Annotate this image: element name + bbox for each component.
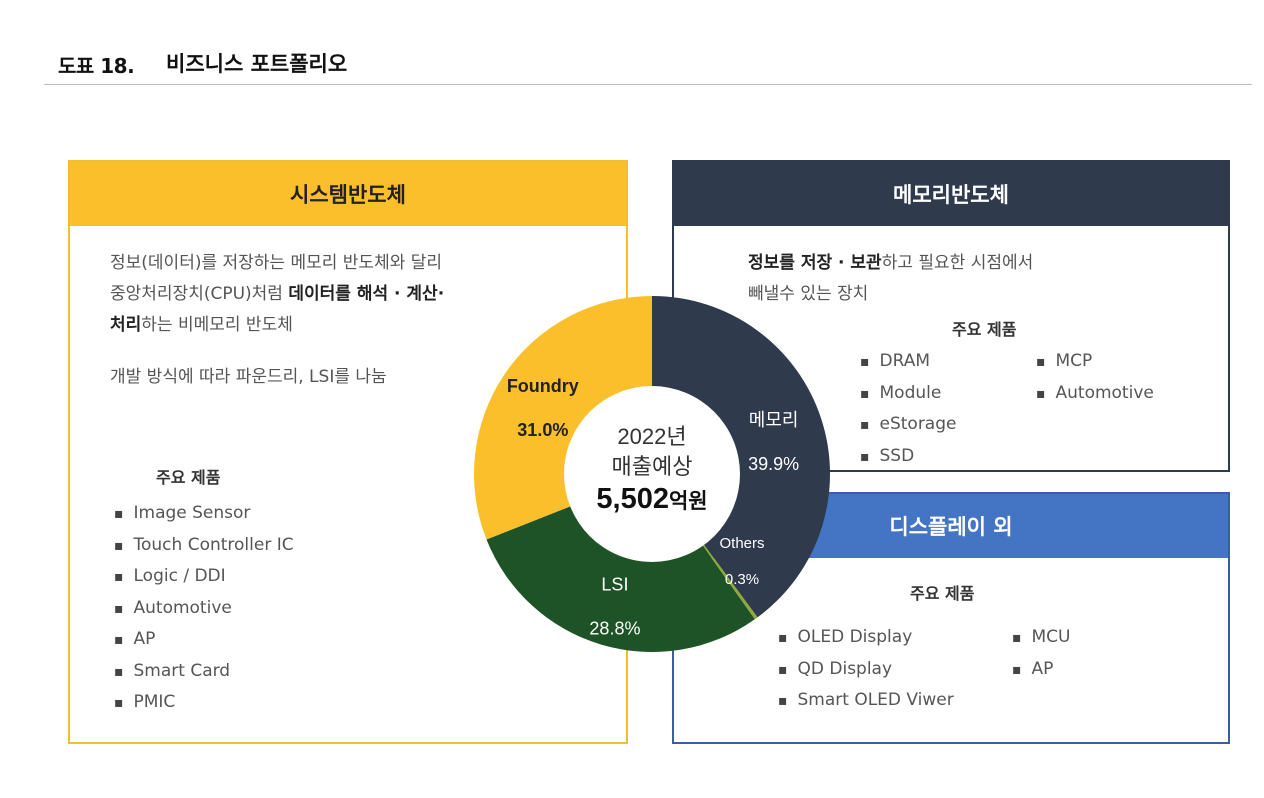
product-item: MCP bbox=[1036, 346, 1154, 378]
system-desc-text: 하는 비메모리 반도체 bbox=[141, 315, 293, 335]
system-products-list: Image Sensor Touch Controller IC Logic /… bbox=[114, 498, 294, 719]
product-item: Smart Card bbox=[114, 656, 294, 688]
display-products-list-right: MCU AP bbox=[1012, 622, 1071, 686]
slice-category-label: LSI bbox=[601, 575, 628, 595]
donut-slices bbox=[474, 296, 830, 652]
product-item: Module bbox=[860, 378, 956, 410]
memory-desc-line: 빼낼수 있는 장치 bbox=[748, 284, 869, 304]
display-products-list-left: OLED Display QD Display Smart OLED Viwer bbox=[778, 622, 954, 717]
slice-value-label: 0.3% bbox=[725, 571, 759, 588]
revenue-donut-chart: 메모리 39.9% Others 0.3% LSI 28.8% Foundry 31.0% 2… bbox=[474, 296, 830, 652]
memory-desc-line: 정보를 저장 · 보관하고 필요한 시점에서 bbox=[748, 248, 1033, 279]
product-item: MCU bbox=[1012, 622, 1071, 654]
memory-desc-bold: 정보를 저장 · 보관 bbox=[748, 253, 882, 273]
system-panel-title: 시스템반도체 bbox=[70, 162, 626, 226]
product-item: SSD bbox=[860, 441, 956, 473]
header-divider bbox=[44, 84, 1252, 85]
center-year: 2022년 bbox=[617, 424, 686, 449]
memory-products-list-right: MCP Automotive bbox=[1036, 346, 1154, 409]
center-label: 매출예상 bbox=[612, 454, 693, 479]
memory-products-title: 주요 제품 bbox=[952, 320, 1017, 339]
memory-panel-title: 메모리반도체 bbox=[674, 162, 1228, 226]
product-item: Image Sensor bbox=[114, 498, 294, 530]
slice-category-label: Others bbox=[719, 535, 764, 552]
product-item: AP bbox=[114, 624, 294, 656]
product-item: QD Display bbox=[778, 654, 954, 686]
slice-value-label: 31.0% bbox=[517, 420, 568, 440]
system-products-title: 주요 제품 bbox=[156, 468, 221, 487]
donut-labels: 메모리 39.9% Others 0.3% LSI 28.8% Foundry 31.0% bbox=[507, 376, 799, 639]
memory-desc-text: 하고 필요한 시점에서 bbox=[881, 253, 1034, 273]
product-item: PMIC bbox=[114, 687, 294, 719]
system-desc-bold: 데이터를 해석 · 계산· bbox=[288, 284, 445, 304]
donut-hole bbox=[564, 386, 740, 562]
center-amount-unit: 억원 bbox=[669, 490, 708, 513]
system-method-note: 개발 방식에 따라 파운드리, LSI를 나눔 bbox=[110, 367, 387, 387]
slice-category-label: Foundry bbox=[507, 376, 579, 396]
product-item: DRAM bbox=[860, 346, 956, 378]
product-item: Logic / DDI bbox=[114, 561, 294, 593]
slice-category-label: 메모리 bbox=[749, 410, 799, 430]
center-amount-value: 5,502 bbox=[596, 483, 669, 515]
donut-slice-메모리 bbox=[652, 296, 830, 618]
figure-title: 비즈니스 포트폴리오 bbox=[166, 52, 348, 76]
system-desc-text: 중앙처리장치(CPU)처럼 bbox=[110, 284, 289, 304]
product-item: Automotive bbox=[1036, 378, 1154, 410]
product-item: Touch Controller IC bbox=[114, 530, 294, 562]
product-item: Smart OLED Viwer bbox=[778, 685, 954, 717]
system-desc-line: 정보(데이터)를 저장하는 메모리 반도체와 달리 bbox=[110, 253, 443, 273]
product-item: Automotive bbox=[114, 593, 294, 625]
system-desc-bold: 처리 bbox=[110, 315, 142, 335]
product-item: OLED Display bbox=[778, 622, 954, 654]
memory-description: 정보를 저장 · 보관하고 필요한 시점에서 빼낼수 있는 장치 bbox=[748, 248, 1033, 310]
figure-number: 도표 18. bbox=[58, 54, 135, 78]
slice-value-label: 28.8% bbox=[589, 619, 640, 639]
product-item: AP bbox=[1012, 654, 1070, 686]
product-item: eStorage bbox=[860, 409, 957, 441]
display-products-title: 주요 제품 bbox=[910, 584, 975, 603]
donut-slice-lsi bbox=[486, 474, 755, 652]
center-amount: 5,502억원 bbox=[596, 483, 707, 515]
system-desc-line: 처리하는 비메모리 반도체 bbox=[110, 310, 444, 341]
slice-value-label: 39.9% bbox=[748, 454, 799, 474]
system-description: 정보(데이터)를 저장하는 메모리 반도체와 달리 중앙처리장치(CPU)처럼 … bbox=[110, 248, 444, 341]
system-desc-line: 중앙처리장치(CPU)처럼 데이터를 해석 · 계산· bbox=[110, 279, 444, 310]
memory-products-list-left: DRAM Module eStorage SSD bbox=[860, 346, 957, 473]
